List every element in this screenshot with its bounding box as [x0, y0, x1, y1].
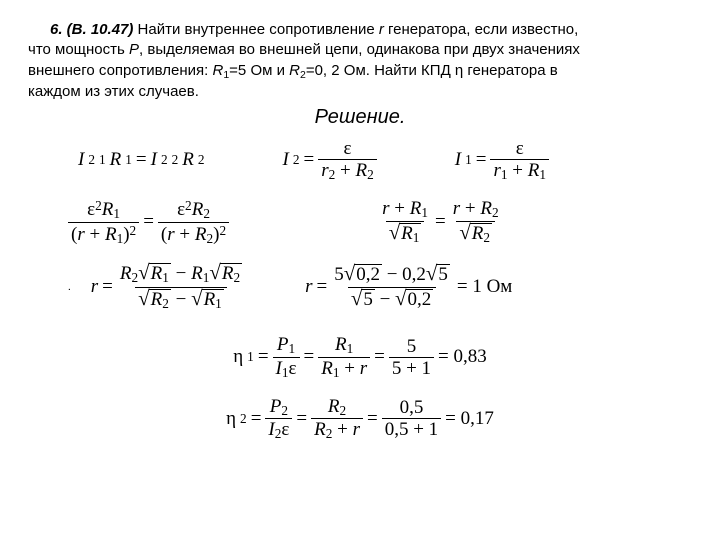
eq-power-balance: I21 R1 = I22 R2	[78, 149, 205, 171]
var-R1: R	[212, 62, 223, 79]
equation-row-1: I21 R1 = I22 R2 I2 = ε r2 + R2 I1 = ε r1…	[78, 139, 692, 181]
eq-r-numeric: r = 50,2 − 0,25 5 − 0,2 = 1 Ом	[305, 264, 512, 311]
t2a: что мощность	[28, 41, 129, 58]
r2val: =0, 2 Ом. Найти КПД η генератора в	[306, 62, 558, 79]
t3a: внешнего сопротивления:	[28, 62, 212, 79]
r1val: =5 Ом и	[229, 62, 289, 79]
equation-eta2: η2 = P2 I2ε = R2 R2 + r = 0,5 0,5 + 1 = …	[28, 397, 692, 441]
eq-sqrt-ratio: r + R1 R1 = r + R2 R2	[379, 199, 502, 245]
var-P: P	[129, 41, 139, 58]
problem-statement: 6. (В. 10.47) Найти внутреннее сопротивл…	[28, 20, 692, 102]
dot-marker: .	[68, 281, 71, 293]
solution-heading: Решение.	[28, 106, 692, 129]
problem-number: 6. (В. 10.47)	[50, 21, 133, 38]
t1b: генератора, если известно,	[384, 21, 578, 38]
var-R2: R	[289, 62, 300, 79]
equation-row-3: . r = R2R1 − R1R2 R2 − R1 r = 50,2 − 0,2…	[68, 263, 692, 311]
eq-r-symbolic: r = R2R1 − R1R2 R2 − R1	[91, 263, 245, 311]
eq-i1: I1 = ε r1 + R1	[455, 139, 549, 181]
t2b: , выделяемая во внешней цепи, одинакова …	[139, 41, 580, 58]
t1: Найти внутреннее сопротивление	[133, 21, 379, 38]
eq-i2: I2 = ε r2 + R2	[283, 139, 377, 181]
eq-squared-ratio: ε2R1 (r + R1)2 = ε2R2 (r + R2)2	[68, 199, 229, 245]
equation-row-2: ε2R1 (r + R1)2 = ε2R2 (r + R2)2 r + R1 R…	[68, 199, 692, 245]
equation-eta1: η1 = P1 I1ε = R1 R1 + r = 5 5 + 1 = 0,83	[28, 335, 692, 379]
t4: каждом из этих случаев.	[28, 83, 199, 100]
